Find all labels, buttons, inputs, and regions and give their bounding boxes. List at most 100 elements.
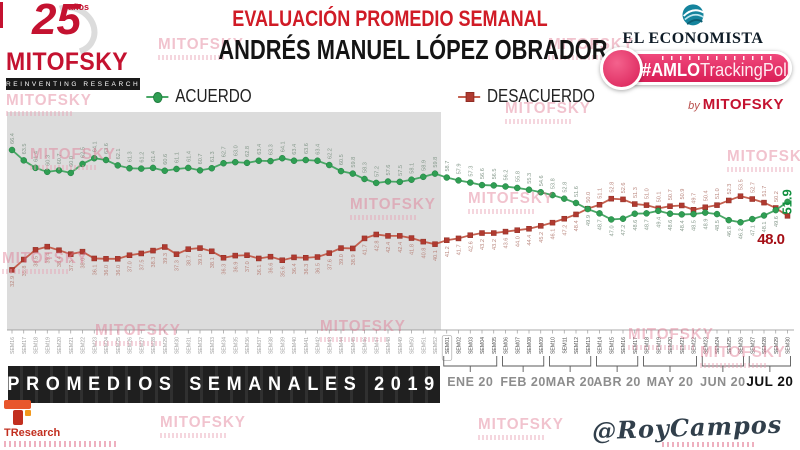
week-labels: SEM16 SEM17 SEM18 SEM19 SEM20 SEM21 SEM22 SEM23… bbox=[10, 335, 792, 361]
svg-text:SEM19: SEM19 bbox=[656, 337, 662, 354]
svg-text:SEM18: SEM18 bbox=[645, 337, 651, 354]
svg-text:64.1: 64.1 bbox=[92, 141, 98, 152]
svg-text:57.3: 57.3 bbox=[468, 166, 474, 177]
pink-stripes-decoration bbox=[4, 441, 116, 447]
acuerdo-point bbox=[537, 188, 544, 196]
desacuerdo-point bbox=[538, 223, 544, 229]
desacuerdo-point bbox=[573, 211, 579, 218]
svg-text:37.3: 37.3 bbox=[175, 260, 181, 271]
desacuerdo-point bbox=[115, 256, 121, 262]
svg-text:SEM21: SEM21 bbox=[69, 337, 75, 354]
acuerdo-point bbox=[702, 209, 709, 216]
svg-text:SEM17: SEM17 bbox=[633, 337, 639, 354]
acuerdo-point bbox=[408, 176, 415, 183]
svg-text:48.1: 48.1 bbox=[762, 222, 768, 233]
acuerdo-point bbox=[596, 210, 603, 217]
acuerdo-point bbox=[326, 161, 333, 169]
acuerdo-point bbox=[208, 164, 215, 172]
svg-text:37.3: 37.3 bbox=[69, 260, 75, 271]
svg-text:SEM16: SEM16 bbox=[10, 337, 16, 354]
desacuerdo-point bbox=[256, 255, 262, 262]
acuerdo-point bbox=[572, 199, 580, 207]
svg-text:46.8: 46.8 bbox=[727, 226, 733, 237]
desacuerdo-point bbox=[549, 219, 556, 226]
svg-text:63.4: 63.4 bbox=[257, 144, 263, 155]
svg-text:60.0: 60.0 bbox=[69, 156, 75, 167]
legend-acuerdo-label: ACUERDO bbox=[175, 86, 253, 106]
badge-thermometer-bulb-icon bbox=[600, 47, 643, 90]
svg-text:SEM18: SEM18 bbox=[34, 337, 40, 354]
acuerdo-point bbox=[502, 183, 509, 190]
desacuerdo-point bbox=[702, 204, 708, 211]
svg-text:38.3: 38.3 bbox=[151, 257, 157, 268]
desacuerdo-point bbox=[726, 197, 732, 204]
svg-text:49.6: 49.6 bbox=[774, 216, 780, 227]
desacuerdo-point bbox=[314, 254, 321, 260]
badge-tick-marks bbox=[662, 56, 774, 60]
svg-text:38.4: 38.4 bbox=[57, 256, 63, 267]
acuerdo-point bbox=[361, 175, 368, 183]
svg-text:36.3: 36.3 bbox=[222, 264, 228, 275]
acuerdo-point bbox=[220, 159, 227, 167]
desacuerdo-point bbox=[467, 232, 473, 238]
svg-text:36.3: 36.3 bbox=[304, 264, 310, 275]
acuerdo-point bbox=[749, 215, 756, 223]
desacuerdo-point bbox=[749, 196, 755, 202]
svg-text:SEM17: SEM17 bbox=[22, 337, 28, 354]
svg-text:61.3: 61.3 bbox=[210, 151, 216, 162]
acuerdo-line-marker-icon bbox=[146, 91, 169, 103]
svg-text:SEM38: SEM38 bbox=[269, 337, 275, 354]
svg-text:41.7: 41.7 bbox=[457, 244, 463, 255]
svg-text:SEM20: SEM20 bbox=[668, 337, 674, 354]
acuerdo-point bbox=[561, 195, 568, 202]
desacuerdo-point bbox=[21, 256, 27, 263]
svg-text:60.6: 60.6 bbox=[163, 154, 169, 165]
by-mitofsky: by MITOFSKY bbox=[688, 96, 784, 114]
mitofsky-logo: 25 años MITOFSKY REINVENTING RESEARCH bbox=[6, 0, 158, 90]
svg-text:50.4: 50.4 bbox=[703, 190, 709, 201]
acuerdo-point bbox=[126, 164, 133, 172]
svg-text:SEM21: SEM21 bbox=[680, 337, 686, 354]
svg-text:SEM06: SEM06 bbox=[504, 337, 510, 354]
svg-text:48.0: 48.0 bbox=[757, 231, 784, 248]
svg-text:63.5: 63.5 bbox=[22, 143, 28, 154]
svg-text:SEM28: SEM28 bbox=[762, 337, 768, 354]
svg-text:SEM16: SEM16 bbox=[621, 337, 627, 354]
svg-text:49.7: 49.7 bbox=[692, 193, 698, 204]
svg-text:61.4: 61.4 bbox=[186, 151, 192, 162]
svg-text:48.5: 48.5 bbox=[692, 220, 698, 231]
svg-text:SEM24: SEM24 bbox=[104, 337, 110, 354]
svg-text:37.6: 37.6 bbox=[327, 259, 333, 270]
desacuerdo-point bbox=[420, 238, 426, 245]
svg-text:35.6: 35.6 bbox=[280, 266, 286, 277]
svg-text:50.1: 50.1 bbox=[656, 191, 662, 202]
legend-acuerdo: ACUERDO bbox=[146, 86, 253, 107]
chart-title: EVALUACIÓN PROMEDIO SEMANAL bbox=[232, 6, 548, 31]
svg-text:38.1: 38.1 bbox=[210, 257, 216, 268]
svg-text:SEM46: SEM46 bbox=[363, 337, 369, 354]
desacuerdo-point bbox=[502, 228, 509, 235]
svg-text:62.2: 62.2 bbox=[327, 148, 333, 159]
tracking-poll-chart: SEM16 SEM17 SEM18 SEM19 SEM20 SEM21 SEM22 SEM23… bbox=[7, 112, 795, 389]
svg-text:62.5: 62.5 bbox=[81, 147, 87, 158]
svg-text:48.5: 48.5 bbox=[715, 220, 721, 231]
svg-text:59.8: 59.8 bbox=[433, 157, 439, 168]
desacuerdo-point bbox=[9, 267, 15, 273]
svg-text:58.9: 58.9 bbox=[421, 160, 427, 171]
svg-text:38.7: 38.7 bbox=[186, 255, 192, 266]
svg-text:ABR 20: ABR 20 bbox=[593, 375, 640, 389]
svg-text:36.1: 36.1 bbox=[92, 264, 98, 275]
desacuerdo-line-marker-icon bbox=[458, 92, 481, 102]
acuerdo-series bbox=[8, 146, 791, 226]
svg-text:63.3: 63.3 bbox=[269, 144, 275, 155]
acuerdo-point bbox=[784, 198, 791, 206]
svg-text:SEM31: SEM31 bbox=[186, 337, 192, 354]
svg-text:SEM09: SEM09 bbox=[539, 337, 545, 354]
svg-text:SEM07: SEM07 bbox=[515, 337, 521, 354]
svg-text:SEM25: SEM25 bbox=[116, 337, 122, 354]
red-corner-mark bbox=[0, 2, 3, 28]
desacuerdo-point bbox=[56, 247, 62, 253]
desacuerdo-point bbox=[632, 201, 638, 207]
desacuerdo-point bbox=[479, 230, 485, 236]
svg-text:51.1: 51.1 bbox=[598, 188, 604, 199]
